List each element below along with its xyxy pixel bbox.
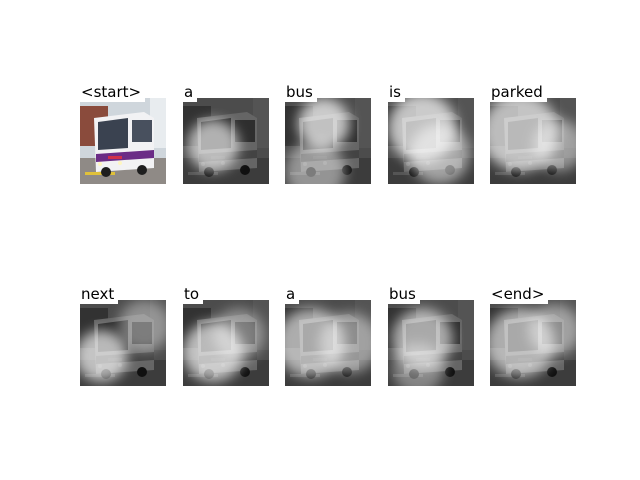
caption-word-label: to <box>183 284 204 304</box>
attention-heat-spot <box>297 98 350 150</box>
attention-heat-spot <box>533 119 576 172</box>
bus-photo <box>80 98 166 184</box>
caption-word-label: is <box>388 82 405 102</box>
attention-map-panel <box>183 300 269 386</box>
attention-heat-spot <box>80 330 128 382</box>
caption-word-label: a <box>285 284 300 304</box>
caption-word-label: bus <box>285 82 317 102</box>
attention-heat-spot <box>392 343 444 386</box>
attention-heat-spot <box>409 123 470 184</box>
attention-heat-spot <box>528 304 576 356</box>
attention-heat-spot <box>285 141 346 184</box>
attention-map-panel <box>80 300 166 386</box>
attention-heat-spot <box>118 300 166 352</box>
caption-word-label: <start> <box>80 82 146 102</box>
caption-word-label: <end> <box>490 284 549 304</box>
attention-map-panel <box>490 300 576 386</box>
attention-map-panel <box>183 98 269 184</box>
attention-map-panel <box>490 98 576 184</box>
caption-word-label: next <box>80 284 119 304</box>
caption-word-label: a <box>183 82 198 102</box>
attention-heat-spot <box>319 312 371 374</box>
attention-heat-spot <box>213 308 265 361</box>
attention-map-panel <box>285 300 371 386</box>
caption-word-label: parked <box>490 82 547 102</box>
attention-heat-spot <box>187 119 239 172</box>
attention-map-panel <box>388 98 474 184</box>
attention-map-panel <box>285 98 371 184</box>
caption-word-label: bus <box>388 284 420 304</box>
attention-map-panel <box>388 300 474 386</box>
original-image-panel <box>80 98 166 184</box>
